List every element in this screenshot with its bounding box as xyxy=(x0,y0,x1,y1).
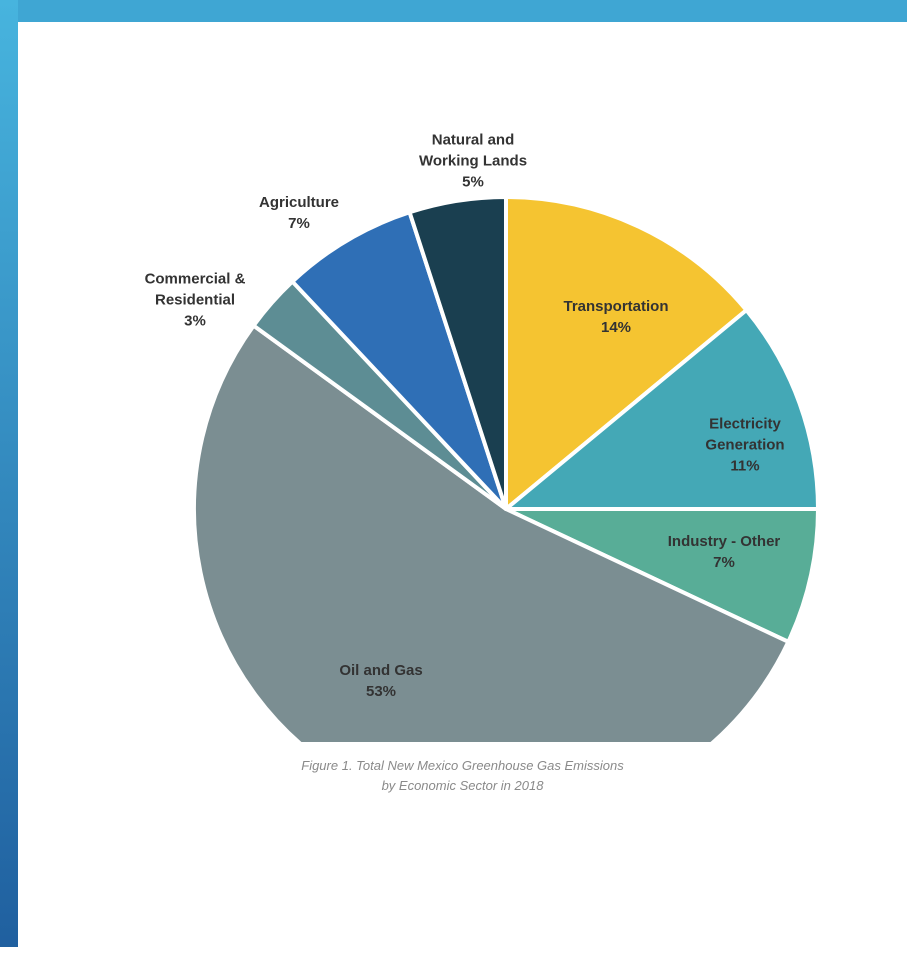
slide-frame-top xyxy=(0,0,907,22)
pie-slice-industry-other xyxy=(504,507,820,644)
slice-label-electricity-generation: Electricity Generation 11% xyxy=(705,415,785,475)
pie-slice-oil-and-gas xyxy=(192,323,791,742)
slice-label-transportation: Transportation 14% xyxy=(563,298,669,336)
slice-label-industry-other: Industry - Other 7% xyxy=(667,533,781,571)
slice-label-agriculture: Agriculture 7% xyxy=(258,194,340,232)
figure-caption: Figure 1. Total New Mexico Greenhouse Ga… xyxy=(18,756,907,796)
slide-frame-left xyxy=(0,0,18,965)
slice-label-natural-working-lands: Natural and Working Lands 5% xyxy=(418,131,528,191)
caption-line-1: Figure 1. Total New Mexico Greenhouse Ga… xyxy=(301,758,624,773)
pie-slice-agriculture xyxy=(290,210,508,511)
slide-frame-bottom xyxy=(0,947,907,965)
pie-chart xyxy=(192,195,820,742)
pie-slice-natural-and xyxy=(407,195,508,511)
slide-content: Transportation 14% Electricity Generatio… xyxy=(18,22,907,947)
caption-line-2: by Economic Sector in 2018 xyxy=(381,778,544,793)
pie-slice-electricity xyxy=(504,308,820,511)
pie-slice-transportation xyxy=(504,195,749,511)
slice-label-commercial-residential: Commercial & Residential 3% xyxy=(144,270,246,330)
slice-label-oil-and-gas: Oil and Gas 53% xyxy=(339,662,423,700)
